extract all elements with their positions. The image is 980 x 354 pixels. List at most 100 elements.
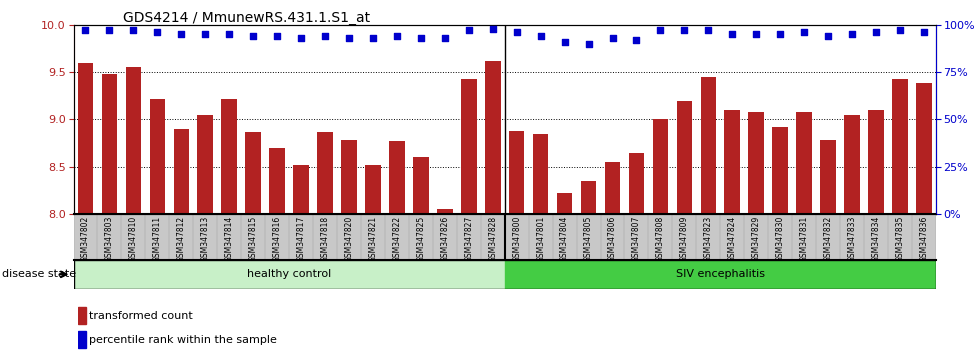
Text: GSM347820: GSM347820 bbox=[345, 216, 354, 262]
Text: GSM347813: GSM347813 bbox=[201, 216, 210, 262]
Text: GSM347831: GSM347831 bbox=[800, 216, 808, 262]
Point bbox=[916, 29, 932, 35]
Text: GSM347802: GSM347802 bbox=[81, 216, 90, 262]
Bar bbox=[341, 140, 357, 214]
Bar bbox=[197, 115, 213, 214]
Bar bbox=[888, 214, 912, 260]
Text: GSM347836: GSM347836 bbox=[919, 216, 928, 262]
Text: GSM347817: GSM347817 bbox=[297, 216, 306, 262]
Bar bbox=[385, 214, 409, 260]
Bar bbox=[697, 214, 720, 260]
Bar bbox=[624, 214, 649, 260]
Bar bbox=[366, 165, 380, 214]
Point bbox=[628, 37, 644, 43]
Point bbox=[366, 35, 381, 41]
Text: GSM347828: GSM347828 bbox=[488, 216, 497, 262]
Text: GSM347804: GSM347804 bbox=[561, 216, 569, 262]
Bar bbox=[720, 214, 744, 260]
Bar bbox=[864, 214, 888, 260]
Bar bbox=[266, 214, 289, 260]
Bar bbox=[481, 214, 505, 260]
Text: GSM347810: GSM347810 bbox=[129, 216, 138, 262]
Point bbox=[605, 35, 620, 41]
Bar bbox=[413, 157, 428, 214]
Bar bbox=[193, 214, 218, 260]
Bar bbox=[892, 79, 907, 214]
Bar bbox=[270, 148, 285, 214]
Point bbox=[437, 35, 453, 41]
Text: GSM347835: GSM347835 bbox=[896, 216, 905, 262]
Point bbox=[701, 28, 716, 33]
Bar bbox=[797, 112, 811, 214]
Point bbox=[293, 35, 309, 41]
Bar bbox=[912, 214, 936, 260]
Point bbox=[676, 28, 692, 33]
Text: GSM347825: GSM347825 bbox=[416, 216, 425, 262]
Bar bbox=[122, 214, 145, 260]
Bar bbox=[389, 141, 405, 214]
Bar bbox=[97, 214, 122, 260]
Bar bbox=[816, 214, 840, 260]
Bar bbox=[868, 110, 884, 214]
Point bbox=[318, 33, 333, 39]
Point bbox=[868, 29, 884, 35]
Bar bbox=[581, 181, 596, 214]
Point bbox=[533, 33, 549, 39]
Bar bbox=[485, 61, 501, 214]
Point bbox=[749, 32, 764, 37]
Bar bbox=[557, 193, 572, 214]
Bar bbox=[293, 165, 309, 214]
Bar bbox=[505, 260, 936, 289]
Text: GSM347829: GSM347829 bbox=[752, 216, 760, 262]
Bar bbox=[533, 134, 549, 214]
Text: GSM347814: GSM347814 bbox=[224, 216, 233, 262]
Bar bbox=[724, 110, 740, 214]
Point bbox=[892, 28, 907, 33]
Text: GSM347826: GSM347826 bbox=[440, 216, 449, 262]
Bar bbox=[768, 214, 792, 260]
Text: healthy control: healthy control bbox=[247, 269, 331, 279]
Bar bbox=[509, 131, 524, 214]
Bar bbox=[844, 115, 859, 214]
Point bbox=[150, 29, 166, 35]
Bar bbox=[150, 99, 165, 214]
Bar bbox=[221, 99, 237, 214]
Point bbox=[221, 32, 237, 37]
Bar bbox=[553, 214, 576, 260]
Text: GSM347808: GSM347808 bbox=[656, 216, 664, 262]
Point bbox=[245, 33, 261, 39]
Bar bbox=[102, 74, 118, 214]
Bar bbox=[701, 77, 716, 214]
Text: transformed count: transformed count bbox=[89, 311, 193, 321]
Bar bbox=[772, 127, 788, 214]
Bar bbox=[505, 214, 528, 260]
Bar bbox=[74, 260, 505, 289]
Bar bbox=[173, 129, 189, 214]
Bar bbox=[744, 214, 768, 260]
Point bbox=[413, 35, 428, 41]
Point bbox=[772, 32, 788, 37]
Bar bbox=[77, 63, 93, 214]
Text: GSM347821: GSM347821 bbox=[368, 216, 377, 262]
Bar bbox=[218, 214, 241, 260]
Text: GSM347834: GSM347834 bbox=[871, 216, 880, 262]
Text: percentile rank within the sample: percentile rank within the sample bbox=[89, 335, 277, 345]
Bar bbox=[820, 140, 836, 214]
Point bbox=[102, 28, 118, 33]
Text: GSM347818: GSM347818 bbox=[320, 216, 329, 262]
Text: GSM347815: GSM347815 bbox=[249, 216, 258, 262]
Bar bbox=[245, 132, 261, 214]
Bar bbox=[605, 162, 620, 214]
Text: GSM347809: GSM347809 bbox=[680, 216, 689, 262]
Bar bbox=[916, 84, 932, 214]
Point bbox=[653, 28, 668, 33]
Bar bbox=[318, 132, 333, 214]
Bar bbox=[78, 307, 86, 324]
Bar bbox=[601, 214, 624, 260]
Text: GSM347801: GSM347801 bbox=[536, 216, 545, 262]
Bar bbox=[628, 153, 644, 214]
Text: GSM347811: GSM347811 bbox=[153, 216, 162, 262]
Point bbox=[557, 39, 572, 45]
Bar bbox=[74, 214, 97, 260]
Text: GSM347827: GSM347827 bbox=[465, 216, 473, 262]
